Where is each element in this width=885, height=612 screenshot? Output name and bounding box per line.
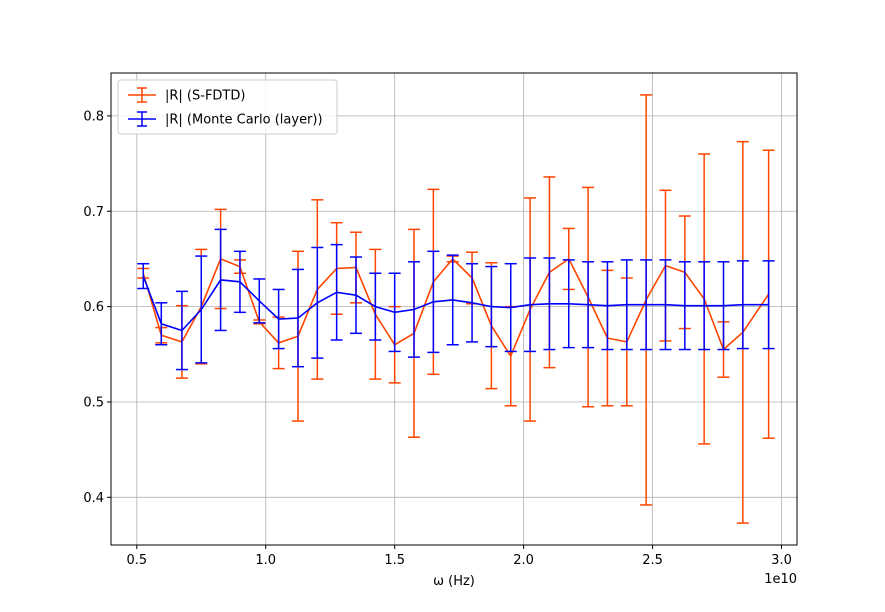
x-tick-label: 2.0 — [513, 553, 534, 568]
x-offset-label: 1e10 — [764, 572, 797, 587]
y-tick-label: 0.6 — [83, 300, 104, 315]
y-tick-label: 0.8 — [83, 109, 104, 124]
legend-item: |R| (S-FDTD) — [128, 87, 245, 104]
series-line — [142, 275, 769, 332]
legend-label: |R| (S-FDTD) — [165, 89, 245, 104]
legend: |R| (S-FDTD) |R| (Monte Carlo (layer)) — [117, 79, 338, 135]
x-tick-label: 2.5 — [642, 553, 663, 568]
y-tick-label: 0.5 — [83, 395, 104, 410]
grid — [111, 73, 797, 545]
y-tick-label: 0.7 — [83, 205, 104, 220]
legend-item: |R| (Monte Carlo (layer)) — [128, 111, 323, 128]
series-layer — [137, 94, 775, 524]
x-tick-label: 0.5 — [126, 553, 147, 568]
series-s-fdtd — [137, 94, 775, 524]
x-tick-label: 1.0 — [255, 553, 276, 568]
legend-label: |R| (Monte Carlo (layer)) — [165, 113, 323, 128]
plot-frame — [110, 72, 798, 546]
x-tick-label: 3.0 — [771, 553, 792, 568]
series-monte-carlo — [137, 228, 775, 371]
ticks: 0.5 1.0 1.5 2.0 2.5 3.0 0.4 0.5 0.6 0.7 0.8 — [83, 109, 792, 568]
x-axis-label: ω (Hz) — [433, 574, 475, 589]
y-tick-label: 0.4 — [83, 491, 104, 506]
x-tick-label: 1.5 — [384, 553, 405, 568]
legend-box — [117, 79, 338, 135]
